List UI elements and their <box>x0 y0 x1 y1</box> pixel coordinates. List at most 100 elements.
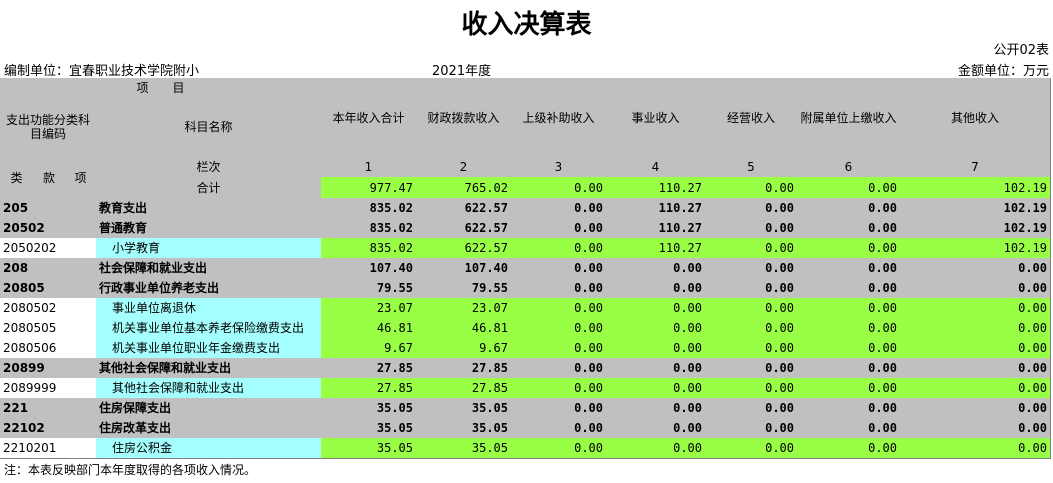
row-name: 小学教育 <box>96 238 322 259</box>
form-no: 公开02表 <box>993 43 1049 58</box>
row-value: 0.00 <box>511 438 607 459</box>
row-value: 0.00 <box>705 218 798 239</box>
row-value: 0.00 <box>797 318 901 339</box>
row-value: 0.00 <box>606 258 706 279</box>
row-value: 9.67 <box>321 338 417 359</box>
row-value: 0.00 <box>797 378 901 399</box>
row-code: 2089999 <box>0 378 97 399</box>
row-value: 35.05 <box>416 438 512 459</box>
row-value: 835.02 <box>321 198 417 219</box>
row-value: 835.02 <box>321 238 417 259</box>
row-value: 622.57 <box>416 238 512 259</box>
row-value: 0.00 <box>705 258 798 279</box>
row-name: 住房保障支出 <box>96 398 322 419</box>
row-value: 27.85 <box>416 378 512 399</box>
row-value: 46.81 <box>416 318 512 339</box>
row-value: 0.00 <box>511 298 607 319</box>
row-code: 221 <box>0 398 97 419</box>
row-value: 35.05 <box>416 418 512 439</box>
row-value: 102.19 <box>900 198 1051 219</box>
row-value: 0.00 <box>606 318 706 339</box>
row-value: 27.85 <box>321 378 417 399</box>
row-value: 0.00 <box>511 318 607 339</box>
row-value: 107.40 <box>321 258 417 279</box>
year: 2021年度 <box>432 64 492 79</box>
row-value: 0.00 <box>705 378 798 399</box>
row-value: 0.00 <box>797 338 901 359</box>
total-value: 102.19 <box>900 177 1051 199</box>
row-value: 0.00 <box>606 398 706 419</box>
row-value: 0.00 <box>900 278 1051 299</box>
row-value: 0.00 <box>705 318 798 339</box>
total-value: 0.00 <box>705 177 798 199</box>
row-value: 0.00 <box>511 218 607 239</box>
row-value: 0.00 <box>797 198 901 219</box>
row-value: 46.81 <box>321 318 417 339</box>
row-value: 0.00 <box>797 418 901 439</box>
total-value: 765.02 <box>416 177 512 199</box>
row-value: 0.00 <box>606 298 706 319</box>
row-value: 0.00 <box>900 298 1051 319</box>
row-code: 2050202 <box>0 238 97 259</box>
column-header: 事业收入 <box>606 78 706 158</box>
row-code: 20805 <box>0 278 97 299</box>
row-name: 其他社会保障和就业支出 <box>96 378 322 399</box>
row-value: 0.00 <box>797 278 901 299</box>
row-value: 102.19 <box>900 218 1051 239</box>
xiang-header: 项 <box>65 157 97 199</box>
col-index-label: 栏次 <box>96 157 322 178</box>
row-name: 社会保障和就业支出 <box>96 258 322 279</box>
row-name: 其他社会保障和就业支出 <box>96 358 322 379</box>
total-value: 110.27 <box>606 177 706 199</box>
column-header: 财政拨款收入 <box>416 78 512 158</box>
row-name: 机关事业单位职业年金缴费支出 <box>96 338 322 359</box>
row-value: 0.00 <box>900 338 1051 359</box>
row-code: 2080505 <box>0 318 97 339</box>
row-value: 107.40 <box>416 258 512 279</box>
row-value: 0.00 <box>606 418 706 439</box>
col-number: 4 <box>606 157 706 178</box>
row-value: 27.85 <box>321 358 417 379</box>
row-name: 住房公积金 <box>96 438 322 459</box>
row-value: 835.02 <box>321 218 417 239</box>
total-value: 977.47 <box>321 177 417 199</box>
row-code: 20502 <box>0 218 97 239</box>
row-value: 0.00 <box>797 218 901 239</box>
row-value: 0.00 <box>705 338 798 359</box>
row-value: 0.00 <box>900 398 1051 419</box>
code-header: 支出功能分类科目编码 <box>0 97 97 158</box>
row-value: 102.19 <box>900 238 1051 259</box>
row-name: 普通教育 <box>96 218 322 239</box>
table: 项 目支出功能分类科目编码 科目名称 本年收入合计 财政拨款收入 上级补助收入 事业收入经… <box>0 78 1051 459</box>
row-name: 住房改革支出 <box>96 418 322 439</box>
total-value: 0.00 <box>511 177 607 199</box>
column-header: 其他收入 <box>900 78 1051 158</box>
row-value: 0.00 <box>900 258 1051 279</box>
row-name: 事业单位离退休 <box>96 298 322 319</box>
col-number: 2 <box>416 157 512 178</box>
row-value: 0.00 <box>705 278 798 299</box>
row-value: 0.00 <box>606 338 706 359</box>
col-number: 5 <box>705 157 798 178</box>
row-value: 0.00 <box>797 358 901 379</box>
row-name: 机关事业单位基本养老保险缴费支出 <box>96 318 322 339</box>
row-value: 79.55 <box>416 278 512 299</box>
currency: 金额单位：万元 <box>957 64 1049 79</box>
row-value: 0.00 <box>511 278 607 299</box>
row-code: 2080506 <box>0 338 97 359</box>
row-value: 35.05 <box>321 398 417 419</box>
row-name: 教育支出 <box>96 198 322 219</box>
row-value: 622.57 <box>416 218 512 239</box>
col-number: 6 <box>797 157 901 178</box>
row-value: 0.00 <box>900 378 1051 399</box>
row-value: 110.27 <box>606 218 706 239</box>
row-value: 35.05 <box>321 438 417 459</box>
row-value: 79.55 <box>321 278 417 299</box>
row-value: 0.00 <box>511 398 607 419</box>
col-number: 1 <box>321 157 417 178</box>
row-code: 208 <box>0 258 97 279</box>
item-header: 项 目 <box>0 78 322 98</box>
unit: 编制单位：宜春职业技术学院附小 <box>4 64 200 79</box>
name-header: 科目名称 <box>96 97 322 158</box>
